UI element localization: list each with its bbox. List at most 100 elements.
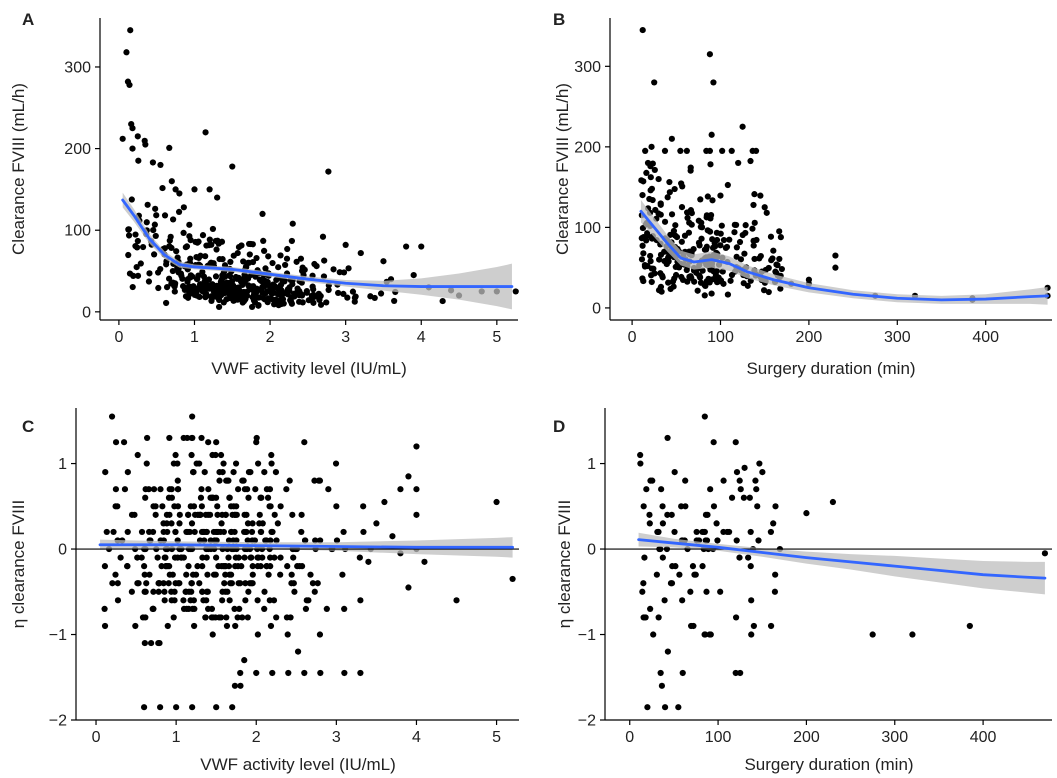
data-point-b-121: [747, 157, 754, 165]
data-point-c-465: [189, 704, 196, 711]
data-point-b-309: [761, 204, 768, 211]
data-point-a-461: [219, 272, 226, 279]
data-point-c-472: [317, 669, 324, 677]
data-point-c-477: [405, 473, 412, 480]
data-point-c-347: [152, 503, 159, 510]
data-point-a-351: [282, 261, 289, 269]
data-point-a-401: [263, 280, 271, 287]
data-point-c-419: [266, 503, 273, 510]
data-point-a-40: [227, 258, 234, 266]
data-point-c-496: [389, 533, 396, 540]
data-point-c-343: [164, 622, 171, 630]
y-tick-label-b-2: 200: [574, 139, 601, 156]
data-point-a-387: [202, 129, 209, 136]
data-point-a-426: [181, 286, 188, 293]
data-point-b-97: [719, 268, 726, 275]
data-point-c-86: [413, 511, 420, 518]
data-point-b-150: [657, 270, 664, 277]
data-point-c-183: [216, 477, 223, 484]
data-point-c-317: [263, 563, 270, 570]
data-point-a-490: [319, 233, 327, 240]
data-point-a-237: [216, 303, 223, 311]
data-point-c-446: [312, 537, 319, 544]
data-point-a-360: [289, 281, 296, 288]
x-tick-label-b-0: 0: [628, 329, 637, 346]
data-point-c-374: [243, 511, 250, 518]
data-point-c-38: [161, 597, 168, 604]
x-tick-label-d-4: 400: [970, 729, 997, 746]
data-point-c-415: [142, 588, 149, 595]
data-point-c-462: [140, 704, 148, 711]
data-point-d-39: [752, 477, 759, 484]
data-point-d-28: [647, 605, 654, 612]
data-point-c-394: [269, 528, 276, 536]
data-point-c-102: [188, 580, 195, 587]
data-point-d-124: [1041, 550, 1049, 557]
data-point-c-460: [108, 413, 116, 420]
panel-letter-c: C: [22, 417, 34, 436]
data-point-c-225: [144, 434, 151, 442]
data-point-a-119: [146, 270, 153, 277]
data-point-c-117: [142, 614, 149, 621]
data-point-c-88: [242, 597, 249, 604]
x-tick-label-c-4: 4: [412, 729, 421, 746]
data-point-c-474: [357, 669, 364, 677]
data-point-c-253: [174, 503, 182, 510]
data-point-d-87: [759, 469, 766, 476]
data-point-a-489: [289, 220, 296, 227]
data-point-a-370: [199, 232, 207, 239]
data-point-a-479: [149, 159, 157, 166]
data-point-d-50: [637, 451, 644, 459]
data-point-d-86: [703, 537, 711, 544]
data-point-c-348: [226, 494, 233, 501]
data-point-d-12: [714, 537, 721, 544]
data-point-a-413: [166, 275, 173, 282]
data-point-d-36: [647, 477, 654, 484]
data-point-c-196: [117, 554, 124, 561]
x-tick-label-a-5: 5: [492, 329, 501, 346]
data-point-a-365: [171, 288, 178, 295]
data-point-c-341: [168, 520, 175, 527]
data-point-c-73: [214, 511, 221, 518]
x-axis-title-a: VWF activity level (IU/mL): [211, 359, 407, 378]
data-point-b-27: [672, 222, 679, 229]
data-point-c-432: [146, 571, 153, 578]
data-point-b-279: [657, 211, 664, 218]
data-point-c-456: [242, 580, 249, 587]
data-point-b-287: [673, 234, 681, 241]
data-point-a-402: [246, 251, 253, 258]
data-point-b-70: [694, 287, 701, 294]
data-point-c-361: [219, 469, 226, 476]
data-point-c-132: [138, 554, 145, 561]
panel-letter-b: B: [553, 10, 565, 29]
data-point-c-463: [157, 704, 164, 711]
data-point-c-447: [289, 511, 296, 518]
data-point-c-324: [138, 528, 146, 536]
data-point-d-48: [736, 477, 743, 484]
data-point-c-52: [214, 503, 221, 510]
data-point-a-202: [297, 255, 305, 262]
data-point-c-145: [218, 520, 225, 527]
data-point-d-6: [659, 503, 666, 510]
data-point-b-158: [778, 265, 785, 273]
data-point-d-103: [693, 528, 700, 536]
data-point-b-5: [751, 255, 758, 263]
data-point-d-73: [668, 511, 675, 518]
data-point-a-377: [215, 295, 223, 302]
data-point-a-439: [236, 295, 243, 302]
data-point-b-180: [704, 193, 711, 200]
data-point-c-309: [277, 503, 284, 510]
data-point-c-485: [253, 439, 260, 446]
data-point-c-229: [254, 597, 261, 604]
panel-c: C 0 1 2 3 4 5 −2 −1 0 1 VWF activity level (IU/mL…: [9, 408, 519, 774]
data-point-c-352: [259, 520, 266, 527]
data-point-b-1: [678, 204, 686, 211]
data-point-c-266: [166, 563, 173, 570]
data-point-a-50: [155, 284, 162, 292]
data-point-c-367: [271, 511, 278, 518]
data-point-d-60: [732, 614, 740, 621]
data-point-d-27: [679, 597, 686, 604]
data-point-a-407: [193, 276, 201, 283]
data-point-c-351: [215, 528, 222, 536]
data-point-a-310: [219, 256, 226, 263]
